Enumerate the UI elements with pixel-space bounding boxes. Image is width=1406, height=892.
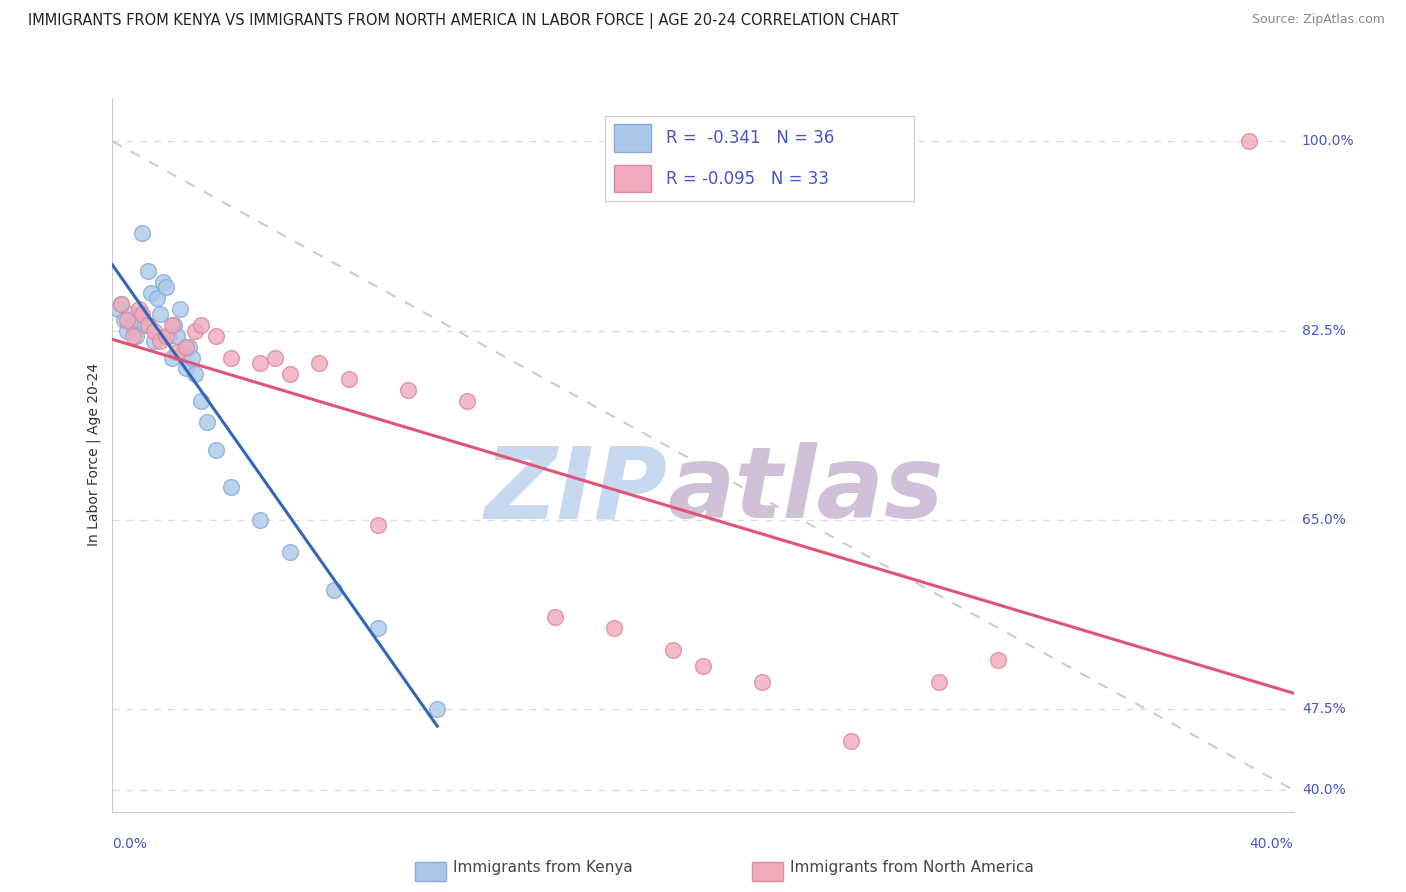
Point (692, 658, 714, 673)
Text: 40.0%: 40.0% (1302, 783, 1346, 797)
Point (367, 518, 389, 533)
Point (166, 345, 188, 359)
Point (142, 334, 165, 349)
Point (190, 318, 212, 333)
Point (136, 318, 159, 333)
Point (396, 383, 419, 397)
Point (219, 480, 242, 494)
Point (166, 329, 188, 343)
Point (169, 301, 191, 316)
Point (367, 621, 389, 635)
Point (249, 356, 271, 370)
Point (174, 340, 197, 354)
Point (278, 545, 301, 559)
Point (107, 301, 129, 316)
Point (128, 301, 150, 316)
Point (152, 275, 174, 289)
Point (219, 351, 242, 365)
Text: 65.0%: 65.0% (1302, 513, 1346, 527)
Text: Immigrants from Kenya: Immigrants from Kenya (453, 861, 633, 875)
Point (131, 227, 153, 241)
Point (426, 702, 449, 716)
Text: ZIP: ZIP (485, 442, 668, 539)
Point (155, 329, 177, 343)
Point (160, 318, 183, 333)
Point (205, 329, 228, 343)
Point (134, 318, 156, 333)
Point (117, 324, 138, 338)
Point (195, 416, 218, 430)
Point (110, 296, 132, 310)
Point (184, 324, 207, 338)
Point (278, 367, 301, 381)
Point (205, 442, 228, 457)
Point (139, 285, 162, 300)
Text: 100.0%: 100.0% (1302, 135, 1354, 148)
Point (142, 324, 165, 338)
Point (544, 610, 567, 624)
Point (928, 675, 950, 690)
Point (125, 329, 148, 343)
Text: R =  -0.341   N = 36: R = -0.341 N = 36 (666, 129, 835, 147)
Text: 0.0%: 0.0% (112, 837, 148, 851)
Point (456, 393, 478, 408)
Point (337, 372, 360, 386)
Point (155, 280, 177, 294)
Point (160, 351, 183, 365)
Point (163, 318, 186, 333)
Point (662, 642, 685, 657)
Point (117, 312, 138, 326)
Point (122, 329, 145, 343)
Point (174, 361, 197, 376)
Point (131, 307, 153, 321)
Point (249, 513, 271, 527)
Text: atlas: atlas (668, 442, 943, 539)
Point (264, 351, 287, 365)
Point (149, 334, 172, 349)
Y-axis label: In Labor Force | Age 20-24: In Labor Force | Age 20-24 (87, 363, 101, 547)
Point (110, 296, 132, 310)
Point (112, 312, 135, 326)
Point (603, 621, 626, 635)
Text: 82.5%: 82.5% (1302, 324, 1346, 337)
Text: Immigrants from North America: Immigrants from North America (790, 861, 1033, 875)
Point (751, 675, 773, 690)
Point (323, 583, 346, 598)
Point (308, 356, 330, 370)
Text: 40.0%: 40.0% (1250, 837, 1294, 851)
Point (184, 367, 207, 381)
Point (157, 329, 180, 343)
Point (181, 351, 204, 365)
Point (839, 734, 862, 748)
Point (190, 393, 212, 408)
Text: Source: ZipAtlas.com: Source: ZipAtlas.com (1251, 13, 1385, 27)
Text: IMMIGRANTS FROM KENYA VS IMMIGRANTS FROM NORTH AMERICA IN LABOR FORCE | AGE 20-2: IMMIGRANTS FROM KENYA VS IMMIGRANTS FROM… (28, 13, 898, 29)
Point (122, 318, 145, 333)
Point (146, 291, 169, 305)
Text: 47.5%: 47.5% (1302, 702, 1346, 716)
FancyBboxPatch shape (614, 125, 651, 152)
Point (128, 312, 150, 326)
Point (120, 307, 142, 321)
Point (136, 264, 159, 278)
FancyBboxPatch shape (614, 165, 651, 192)
Point (1239, 134, 1261, 148)
Point (172, 345, 194, 359)
Point (179, 340, 201, 354)
Text: R = -0.095   N = 33: R = -0.095 N = 33 (666, 169, 830, 187)
Point (987, 653, 1010, 667)
Point (149, 307, 172, 321)
